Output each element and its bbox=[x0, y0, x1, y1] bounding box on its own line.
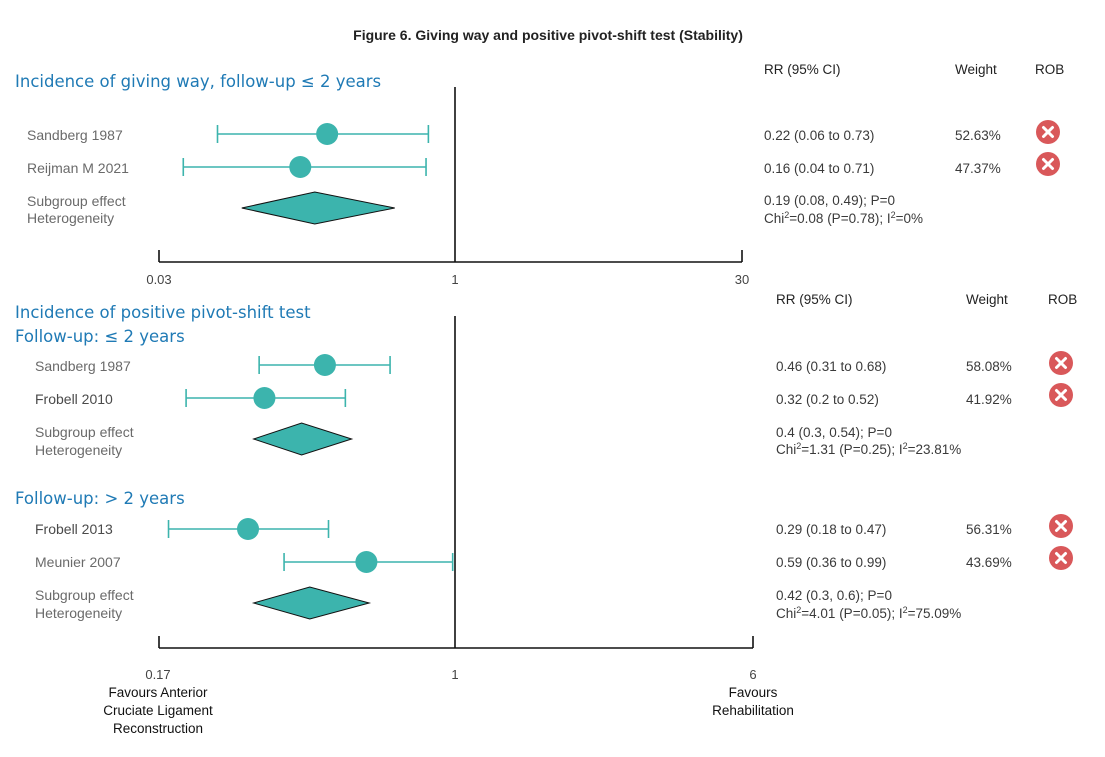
summary-diamond-shape bbox=[252, 422, 354, 456]
panel-pivot-shift: Incidence of positive pivot-shift test F… bbox=[15, 292, 1077, 736]
point-estimate bbox=[355, 551, 378, 573]
summary-diamond bbox=[252, 422, 354, 456]
figure-title: Figure 6. Giving way and positive pivot-… bbox=[353, 27, 743, 43]
svg-text:Reconstruction: Reconstruction bbox=[113, 721, 203, 736]
summary-row: Subgroup effect Heterogeneity 0.42 (0.3,… bbox=[35, 586, 961, 621]
ci-marker bbox=[216, 123, 430, 145]
ci-marker bbox=[258, 354, 391, 376]
study-row: Sandberg 1987 0.46 (0.31 to 0.68) 58.08% bbox=[35, 351, 1073, 376]
rob-header: ROB bbox=[1048, 292, 1077, 307]
summary-diamond bbox=[251, 586, 372, 620]
rr-ci-header: RR (95% CI) bbox=[776, 292, 853, 307]
favours-right-label: Favours Rehabilitation bbox=[712, 685, 794, 718]
weight-value: 47.37% bbox=[955, 161, 1001, 176]
rr-value: 0.29 (0.18 to 0.47) bbox=[776, 522, 886, 537]
ci-marker bbox=[182, 156, 427, 178]
ci-marker bbox=[185, 387, 347, 409]
group-1-subtitle: Follow-up: ≤ 2 years bbox=[15, 327, 185, 346]
subgroup-effect-label: Subgroup effect bbox=[27, 193, 126, 209]
study-row: Frobell 2010 0.32 (0.2 to 0.52) 41.92% bbox=[35, 383, 1073, 409]
heterogeneity-label: Heterogeneity bbox=[35, 442, 122, 458]
effect-text: 0.19 (0.08, 0.49); P=0 bbox=[764, 193, 895, 208]
point-estimate bbox=[289, 156, 312, 178]
svg-text:Rehabilitation: Rehabilitation bbox=[712, 703, 794, 718]
x-circle-icon bbox=[1049, 351, 1073, 375]
study-name: Sandberg 1987 bbox=[35, 358, 131, 374]
point-estimate bbox=[253, 387, 276, 409]
rr-value: 0.32 (0.2 to 0.52) bbox=[776, 392, 879, 407]
ci-marker bbox=[167, 518, 330, 540]
rr-value: 0.46 (0.31 to 0.68) bbox=[776, 359, 886, 374]
weight-value: 56.31% bbox=[966, 522, 1012, 537]
tick-label: 1 bbox=[451, 272, 458, 287]
panel-1-title: Incidence of giving way, follow-up ≤ 2 y… bbox=[15, 72, 381, 91]
study-row: Frobell 2013 0.29 (0.18 to 0.47) 56.31% bbox=[35, 514, 1073, 540]
svg-text:Cruciate Ligament: Cruciate Ligament bbox=[103, 703, 213, 718]
weight-value: 58.08% bbox=[966, 359, 1012, 374]
study-row: Reijman M 2021 0.16 (0.04 to 0.71) 47.37… bbox=[27, 152, 1060, 178]
tick-label: 30 bbox=[735, 272, 749, 287]
weight-value: 52.63% bbox=[955, 128, 1001, 143]
x-axis: 0.17 1 6 bbox=[145, 636, 757, 682]
study-name: Frobell 2013 bbox=[35, 521, 113, 537]
rob-header: ROB bbox=[1035, 62, 1064, 77]
weight-header: Weight bbox=[955, 62, 997, 77]
effect-text: 0.4 (0.3, 0.54); P=0 bbox=[776, 425, 892, 440]
heterogeneity-text: Chi2=1.31 (P=0.25); I2=23.81% bbox=[776, 441, 961, 457]
heterogeneity-label: Heterogeneity bbox=[35, 605, 122, 621]
summary-row: Subgroup effect Heterogeneity 0.4 (0.3, … bbox=[35, 422, 961, 458]
study-row: Sandberg 1987 0.22 (0.06 to 0.73) 52.63% bbox=[27, 120, 1060, 145]
rr-value: 0.22 (0.06 to 0.73) bbox=[764, 128, 874, 143]
x-circle-icon bbox=[1036, 120, 1060, 144]
summary-diamond-shape bbox=[251, 586, 372, 620]
weight-header: Weight bbox=[966, 292, 1008, 307]
x-circle-icon bbox=[1049, 383, 1073, 407]
tick-label: 0.03 bbox=[146, 272, 171, 287]
summary-row: Subgroup effect Heterogeneity 0.19 (0.08… bbox=[27, 191, 923, 226]
study-name: Frobell 2010 bbox=[35, 391, 113, 407]
subgroup-effect-label: Subgroup effect bbox=[35, 587, 134, 603]
x-circle-icon bbox=[1049, 514, 1073, 538]
x-circle-icon bbox=[1049, 546, 1073, 570]
point-estimate bbox=[316, 123, 339, 145]
point-estimate bbox=[313, 354, 336, 376]
tick-label: 1 bbox=[451, 667, 458, 682]
point-estimate bbox=[237, 518, 260, 540]
weight-value: 43.69% bbox=[966, 555, 1012, 570]
rr-value: 0.59 (0.36 to 0.99) bbox=[776, 555, 886, 570]
heterogeneity-label: Heterogeneity bbox=[27, 210, 114, 226]
tick-label: 0.17 bbox=[145, 667, 170, 682]
heterogeneity-text: Chi2=4.01 (P=0.05); I2=75.09% bbox=[776, 605, 961, 621]
panel-giving-way: Incidence of giving way, follow-up ≤ 2 y… bbox=[15, 62, 1064, 287]
study-name: Sandberg 1987 bbox=[27, 127, 123, 143]
study-row: Meunier 2007 0.59 (0.36 to 0.99) 43.69% bbox=[35, 546, 1073, 573]
summary-diamond bbox=[241, 191, 395, 225]
weight-value: 41.92% bbox=[966, 392, 1012, 407]
rr-value: 0.16 (0.04 to 0.71) bbox=[764, 161, 874, 176]
subgroup-effect-label: Subgroup effect bbox=[35, 424, 134, 440]
x-circle-icon bbox=[1036, 152, 1060, 176]
svg-text:Favours Anterior: Favours Anterior bbox=[108, 685, 208, 700]
ci-marker bbox=[283, 551, 454, 573]
favours-left-label: Favours Anterior Cruciate Ligament Recon… bbox=[103, 685, 213, 736]
study-name: Meunier 2007 bbox=[35, 554, 121, 570]
rr-ci-header: RR (95% CI) bbox=[764, 62, 841, 77]
svg-text:Favours: Favours bbox=[729, 685, 778, 700]
effect-text: 0.42 (0.3, 0.6); P=0 bbox=[776, 588, 892, 603]
heterogeneity-text: Chi2=0.08 (P=0.78); I2=0% bbox=[764, 210, 923, 226]
summary-diamond-shape bbox=[241, 191, 395, 225]
tick-label: 6 bbox=[749, 667, 756, 682]
panel-2-title: Incidence of positive pivot-shift test bbox=[15, 303, 311, 322]
group-2-subtitle: Follow-up: > 2 years bbox=[15, 489, 185, 508]
study-name: Reijman M 2021 bbox=[27, 160, 129, 176]
x-axis: 0.03 1 30 bbox=[146, 250, 749, 287]
